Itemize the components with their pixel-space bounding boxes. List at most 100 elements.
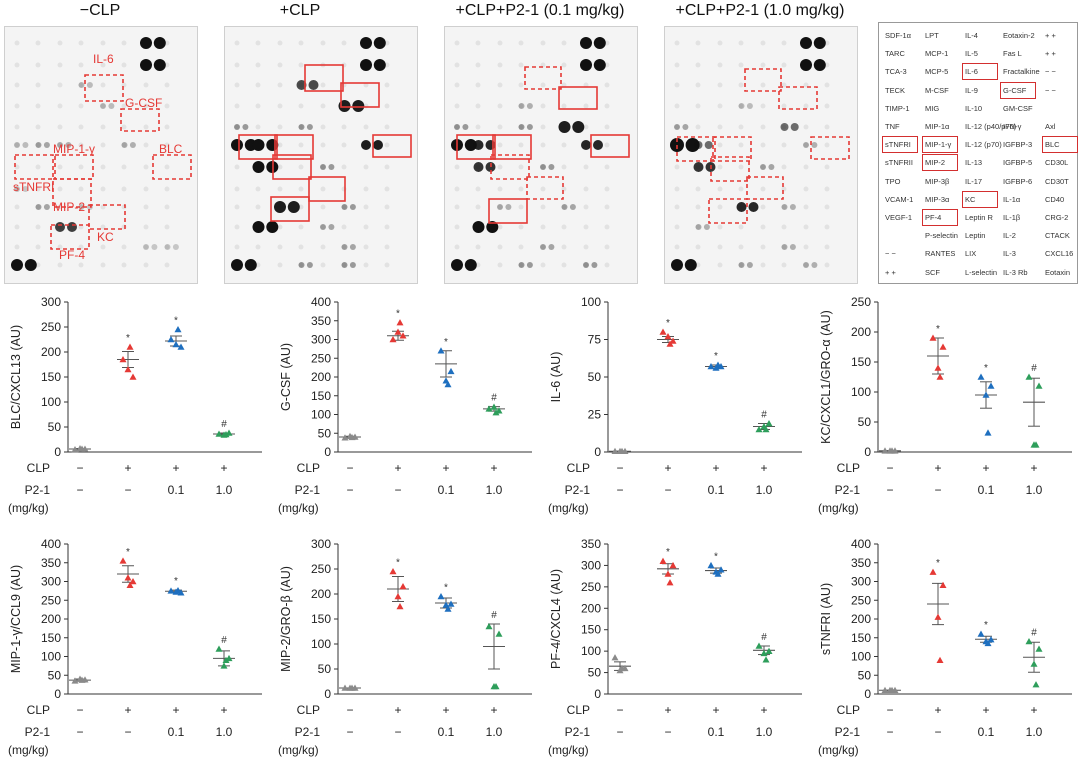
clp-value: −: [346, 703, 353, 717]
blot-faint-spot: [341, 224, 347, 230]
blot-faint-spot: [234, 224, 240, 230]
blot-spot: [231, 259, 243, 271]
y-tick-label: 300: [581, 558, 601, 572]
key-cell: Eotaxin: [1045, 267, 1071, 277]
clp-value: −: [76, 703, 83, 717]
clp-value: −: [886, 461, 893, 475]
blot-faint-spot: [298, 62, 304, 68]
blot-spot: [121, 142, 128, 148]
blot-spot: [569, 204, 576, 210]
blot-faint-spot: [57, 103, 63, 109]
blot-spot: [231, 139, 243, 151]
blot-faint-spot: [277, 164, 283, 170]
blot-faint-spot: [695, 40, 701, 46]
data-point: [126, 581, 134, 589]
blot-faint-spot: [255, 103, 261, 109]
blot-faint-spot: [121, 244, 127, 250]
y-tick-label: 350: [851, 556, 871, 570]
data-point: [129, 373, 137, 380]
data-point: [755, 426, 763, 433]
blot-faint-spot: [320, 124, 326, 130]
blot-faint-spot: [35, 204, 41, 210]
key-cell: M-CSF: [925, 85, 949, 95]
blot-spot: [172, 244, 179, 250]
y-tick-label: 50: [48, 420, 62, 434]
blot-spot: [561, 204, 568, 210]
key-cell: IGFBP-5: [1003, 158, 1033, 168]
clp-row-label: CLP: [567, 461, 590, 475]
blot-faint-spot: [164, 142, 170, 148]
p21-value: −: [124, 483, 131, 497]
data-point: [215, 430, 223, 437]
blot-highlight-box: [238, 134, 278, 160]
y-tick-label: 350: [581, 537, 601, 551]
blot-spot: [813, 37, 826, 49]
blot-spot: [591, 262, 598, 268]
blot-faint-spot: [100, 142, 106, 148]
significance-mark: *: [444, 337, 448, 348]
blot-spot: [789, 244, 796, 250]
blot-faint-spot: [341, 124, 347, 130]
y-tick-label: 100: [581, 295, 601, 309]
data-point: [934, 364, 942, 371]
blot-spot: [811, 262, 818, 268]
y-axis-label: MIP-2/GRO-β (AU): [279, 566, 293, 672]
blot-faint-spot: [518, 262, 524, 268]
clp-value: +: [442, 703, 449, 717]
y-tick-label: 50: [858, 668, 872, 682]
blot-faint-spot: [695, 262, 701, 268]
significance-mark: *: [396, 558, 400, 569]
y-tick-label: 0: [594, 687, 601, 701]
data-point: [659, 328, 667, 335]
blot-faint-spot: [781, 62, 787, 68]
y-tick-label: 400: [851, 537, 871, 551]
blot-spot: [790, 123, 799, 131]
blot-faint-spot: [475, 186, 481, 192]
data-point: [444, 605, 452, 612]
blot-faint-spot: [518, 124, 524, 130]
blot-faint-spot: [518, 40, 524, 46]
blot-faint-spot: [803, 224, 809, 230]
blot-faint-spot: [164, 164, 170, 170]
blot-spot: [800, 37, 812, 49]
blot-faint-spot: [803, 186, 809, 192]
blot-faint-spot: [100, 244, 106, 250]
key-cell: SCF: [925, 267, 940, 277]
y-tick-label: 300: [311, 333, 331, 347]
blot-annotation-label: KC: [97, 230, 114, 244]
data-point: [717, 566, 725, 573]
p21-value: 1.0: [1026, 725, 1043, 739]
blot-faint-spot: [384, 164, 390, 170]
blot-faint-spot: [255, 186, 261, 192]
data-point: [220, 662, 228, 669]
p21-value: −: [394, 725, 401, 739]
clp-value: +: [934, 461, 941, 475]
blot-spot: [35, 204, 42, 210]
data-point: [124, 366, 132, 373]
blot-spot: [746, 262, 753, 268]
blot-faint-spot: [824, 82, 830, 88]
blot-faint-spot: [583, 204, 589, 210]
blot-faint-spot: [497, 103, 503, 109]
blot-faint-spot: [14, 224, 20, 230]
key-cell: Fractalkine: [1003, 67, 1040, 77]
p21-value: −: [124, 725, 131, 739]
p21-value: −: [664, 483, 671, 497]
blot-faint-spot: [234, 40, 240, 46]
blot-faint-spot: [255, 82, 261, 88]
blot-title-clp-p21-high: +CLP+P2-1 (1.0 mg/kg): [675, 2, 845, 19]
blot-faint-spot: [78, 103, 84, 109]
data-point: [755, 642, 763, 649]
blot-faint-spot: [561, 224, 567, 230]
blot-faint-spot: [717, 103, 723, 109]
clp-value: −: [616, 703, 623, 717]
blot-spot: [800, 59, 812, 71]
blot-highlight-box: [676, 136, 716, 162]
key-cell: + +: [1045, 49, 1056, 59]
blot-faint-spot: [561, 164, 567, 170]
data-point: [929, 334, 937, 341]
blot-spot: [373, 59, 386, 71]
data-point: [765, 420, 773, 427]
blot-spot: [78, 82, 85, 88]
blot-faint-spot: [384, 186, 390, 192]
